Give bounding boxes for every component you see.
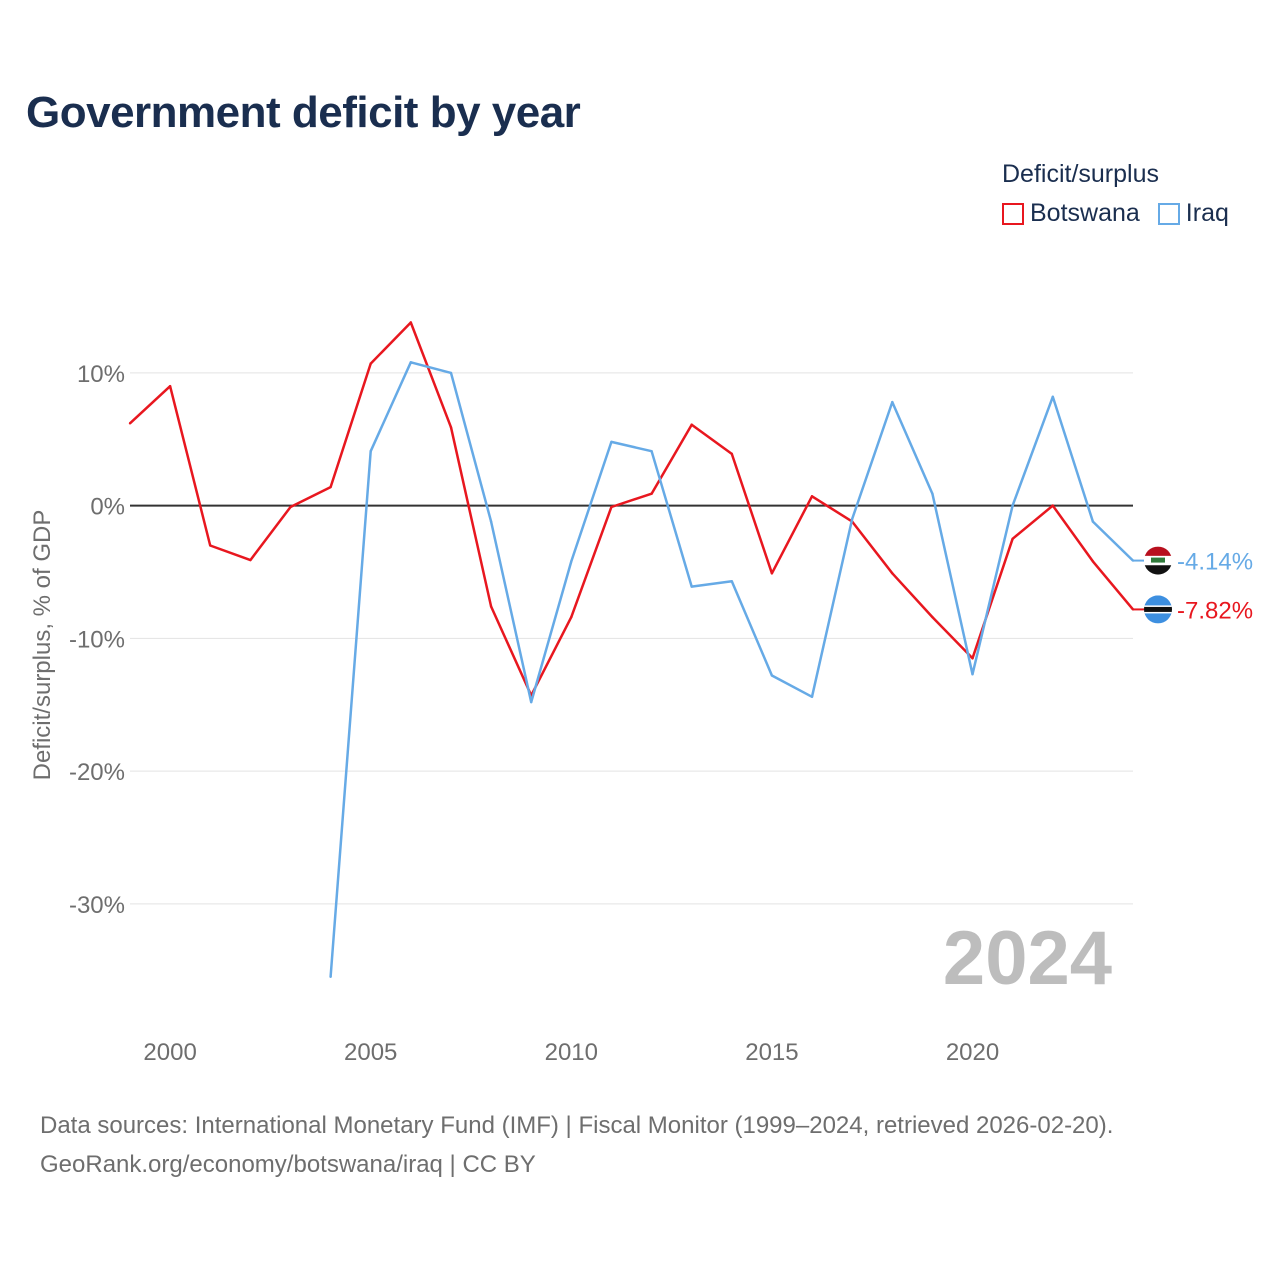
- data-point-botswana: [931, 615, 934, 619]
- end-label-iraq: -4.14%: [1177, 549, 1253, 576]
- data-point-botswana: [570, 615, 573, 619]
- legend-swatch-botswana: [1002, 202, 1024, 225]
- y-tick-label: 10%: [77, 361, 125, 388]
- iraq-flag-icon: [1144, 546, 1172, 575]
- data-point-iraq: [610, 440, 613, 444]
- data-point-botswana: [690, 423, 693, 426]
- data-point-botswana: [730, 452, 733, 456]
- data-point-botswana: [891, 572, 894, 575]
- data-point-botswana: [650, 492, 653, 495]
- data-point-botswana: [249, 558, 252, 562]
- legend-item-botswana[interactable]: Botswana: [1002, 199, 1140, 228]
- data-point-botswana: [449, 426, 453, 429]
- legend-swatch-iraq: [1157, 202, 1180, 225]
- data-point-iraq: [449, 371, 453, 375]
- data-point-botswana: [209, 544, 212, 547]
- data-point-iraq: [570, 560, 573, 563]
- data-point-iraq: [409, 361, 413, 364]
- x-tick-label: 2005: [344, 1039, 397, 1066]
- data-point-iraq: [1091, 520, 1095, 523]
- y-tick-label: -20%: [69, 759, 125, 786]
- data-point-iraq: [530, 700, 533, 704]
- x-tick-label: 2010: [545, 1039, 598, 1066]
- data-point-iraq: [891, 400, 894, 404]
- source-note: Data sources: International Monetary Fun…: [40, 1106, 1113, 1184]
- data-point-iraq: [1011, 504, 1014, 507]
- data-point-iraq: [971, 673, 974, 676]
- legend-title: Deficit/surplus: [1002, 160, 1159, 188]
- y-axis-label: Deficit/surplus, % of GDP: [29, 510, 56, 781]
- data-point-iraq: [810, 695, 814, 698]
- data-point-botswana: [489, 605, 493, 608]
- x-tick-label: 2000: [143, 1039, 196, 1066]
- chart-title: Government deficit by year: [26, 88, 581, 137]
- end-label-botswana: -7.82%: [1177, 597, 1253, 624]
- data-point-iraq: [770, 674, 774, 677]
- data-point-iraq: [329, 975, 332, 979]
- y-tick-label: 0%: [90, 494, 125, 521]
- data-point-botswana: [289, 505, 292, 509]
- data-point-iraq: [730, 580, 733, 583]
- data-point-botswana: [610, 505, 613, 509]
- y-tick-label: -10%: [69, 626, 125, 653]
- data-point-iraq: [489, 520, 493, 523]
- source-line-1: Data sources: International Monetary Fun…: [40, 1112, 1114, 1139]
- data-point-botswana: [1011, 537, 1014, 541]
- x-tick-label: 2015: [745, 1039, 798, 1066]
- data-point-botswana: [409, 321, 413, 324]
- source-line-2: GeoRank.org/economy/botswana/iraq | CC B…: [40, 1151, 536, 1178]
- legend-label-iraq: Iraq: [1185, 199, 1229, 227]
- year-watermark: 2024: [943, 916, 1112, 1001]
- data-point-iraq: [650, 450, 653, 453]
- data-point-botswana: [1051, 504, 1054, 507]
- data-point-iraq: [850, 517, 854, 521]
- data-point-iraq: [931, 492, 934, 495]
- legend-label-botswana: Botswana: [1030, 199, 1140, 227]
- x-tick-label: 2020: [946, 1039, 999, 1066]
- botswana-flag-icon: [1144, 595, 1172, 624]
- data-point-iraq: [369, 450, 372, 453]
- series-line-botswana: [129, 321, 1134, 697]
- data-point-botswana: [329, 485, 332, 489]
- legend-item-iraq[interactable]: Iraq: [1157, 199, 1229, 228]
- data-point-botswana: [1091, 560, 1095, 563]
- data-point-iraq: [1051, 395, 1054, 398]
- y-tick-label: -30%: [69, 892, 125, 919]
- data-point-botswana: [128, 422, 132, 425]
- data-point-botswana: [810, 495, 814, 498]
- data-point-botswana: [168, 384, 172, 388]
- data-point-botswana: [971, 657, 974, 660]
- data-point-iraq: [690, 585, 693, 588]
- data-point-botswana: [369, 362, 372, 365]
- data-point-botswana: [770, 572, 774, 575]
- legend: Deficit/surplus Botswana Iraq: [1002, 160, 1229, 228]
